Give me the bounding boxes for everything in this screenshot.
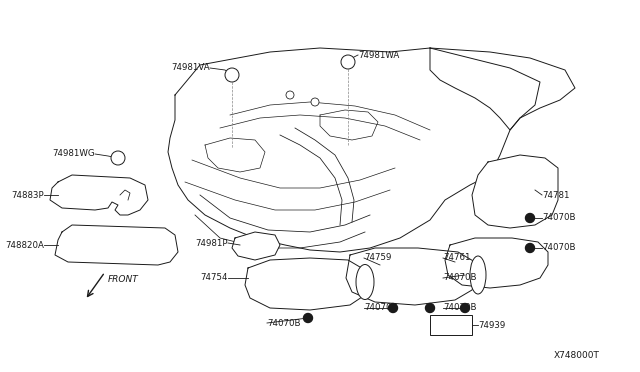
Circle shape — [225, 68, 239, 82]
Text: 74070B: 74070B — [443, 304, 477, 312]
Polygon shape — [55, 225, 178, 265]
Circle shape — [311, 98, 319, 106]
Text: 74883P: 74883P — [12, 190, 44, 199]
Text: 74070B: 74070B — [267, 318, 301, 327]
Text: 74939: 74939 — [478, 321, 505, 330]
Polygon shape — [50, 175, 148, 215]
Circle shape — [388, 304, 397, 312]
Text: 74070B: 74070B — [364, 304, 397, 312]
Text: 74781: 74781 — [542, 190, 570, 199]
FancyBboxPatch shape — [430, 315, 472, 335]
Polygon shape — [346, 248, 478, 305]
Text: 74754: 74754 — [200, 273, 228, 282]
Polygon shape — [472, 155, 558, 228]
Text: 74759: 74759 — [364, 253, 392, 263]
Text: 748820A: 748820A — [5, 241, 44, 250]
Polygon shape — [430, 48, 575, 130]
Circle shape — [286, 91, 294, 99]
Text: X748000T: X748000T — [554, 350, 600, 359]
Ellipse shape — [470, 256, 486, 294]
Polygon shape — [232, 232, 280, 260]
Text: 74761: 74761 — [443, 253, 470, 263]
Text: 74070B: 74070B — [542, 244, 575, 253]
Text: 74981VA: 74981VA — [172, 64, 210, 73]
Polygon shape — [445, 238, 548, 288]
Text: 74070B: 74070B — [542, 214, 575, 222]
Text: 74070B: 74070B — [443, 273, 477, 282]
Text: FRONT: FRONT — [108, 276, 139, 285]
Ellipse shape — [356, 264, 374, 299]
Polygon shape — [245, 258, 370, 310]
Text: 74981WG: 74981WG — [52, 150, 95, 158]
Circle shape — [426, 304, 435, 312]
Circle shape — [303, 314, 312, 323]
Circle shape — [111, 151, 125, 165]
Text: 74981P: 74981P — [195, 238, 228, 247]
Circle shape — [341, 55, 355, 69]
Circle shape — [525, 214, 534, 222]
Polygon shape — [168, 48, 540, 252]
Circle shape — [525, 244, 534, 253]
Circle shape — [461, 304, 470, 312]
Text: 74981WA: 74981WA — [358, 51, 399, 60]
